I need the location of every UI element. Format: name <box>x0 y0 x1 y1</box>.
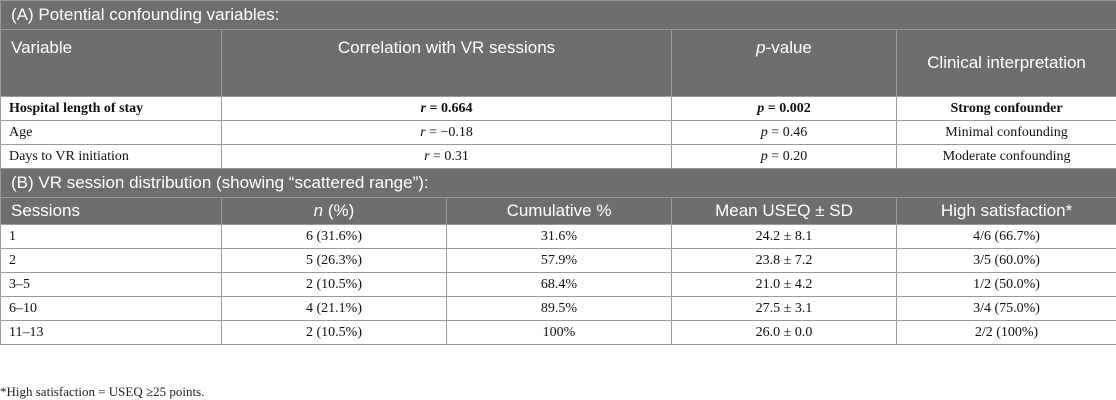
table-row: 11–13 2 (10.5%) 100% 26.0 ± 0.0 2/2 (100… <box>0 320 1116 345</box>
cell-n: 2 (10.5%) <box>221 320 447 345</box>
cell-correlation: r = 0.664 <box>221 96 672 121</box>
cell-n: 6 (31.6%) <box>221 224 447 249</box>
header-p-italic: p <box>756 38 766 57</box>
p-label: p <box>760 124 768 140</box>
section-b-title: (B) VR session distribution (showing “sc… <box>0 168 1116 198</box>
cell-n: 4 (21.1%) <box>221 296 447 321</box>
header-n-italic: n <box>313 201 324 220</box>
cell-mean: 24.2 ± 8.1 <box>671 224 897 249</box>
cell-variable: Days to VR initiation <box>0 144 222 169</box>
header-variable: Variable <box>0 29 222 97</box>
section-b-header-row: (B) VR session distribution (showing “sc… <box>0 168 1116 198</box>
cell-correlation: r = −0.18 <box>221 120 672 145</box>
cell-cumulative: 31.6% <box>446 224 672 249</box>
cell-interpretation: Minimal confounding <box>895 120 1116 145</box>
table-row: 3–5 2 (10.5%) 68.4% 21.0 ± 4.2 1/2 (50.0… <box>0 272 1116 297</box>
header-p-value: p-value <box>671 29 897 97</box>
cell-high: 4/6 (66.7%) <box>895 224 1116 249</box>
r-value: = −0.18 <box>425 124 473 140</box>
table-container: (A) Potential confounding variables: Var… <box>0 0 1116 345</box>
p-value: = 0.20 <box>767 148 808 164</box>
cell-mean: 21.0 ± 4.2 <box>671 272 897 297</box>
section-a-column-headers: Variable Correlation with VR sessions p-… <box>0 29 1116 97</box>
r-label: r <box>424 148 430 164</box>
cell-mean: 26.0 ± 0.0 <box>671 320 897 345</box>
p-label: p <box>757 100 765 116</box>
cell-variable: Hospital length of stay <box>0 96 222 121</box>
header-sessions: Sessions <box>0 197 222 225</box>
cell-high: 3/5 (60.0%) <box>895 248 1116 273</box>
header-high-satisfaction: High satisfaction* <box>895 197 1116 225</box>
header-cumulative: Cumulative % <box>446 197 672 225</box>
cell-variable: Age <box>0 120 222 145</box>
cell-sessions: 11–13 <box>0 320 222 345</box>
section-a-title: (A) Potential confounding variables: <box>0 0 1116 30</box>
r-label: r <box>420 124 426 140</box>
table-row: 2 5 (26.3%) 57.9% 23.8 ± 7.2 3/5 (60.0%) <box>0 248 1116 273</box>
cell-p-value: p = 0.20 <box>671 144 897 169</box>
table-footnote: *High satisfaction = USEQ ≥25 points. <box>0 384 205 399</box>
cell-mean: 23.8 ± 7.2 <box>671 248 897 273</box>
cell-high: 3/4 (75.0%) <box>895 296 1116 321</box>
cell-cumulative: 89.5% <box>446 296 672 321</box>
header-n-percent: n (%) <box>221 197 447 225</box>
p-value: = 0.002 <box>764 100 811 116</box>
r-label: r <box>420 100 426 116</box>
p-label: p <box>760 148 768 164</box>
header-p-rest: -value <box>765 38 812 57</box>
cell-n: 2 (10.5%) <box>221 272 447 297</box>
cell-p-value: p = 0.002 <box>671 96 897 121</box>
table-row: 1 6 (31.6%) 31.6% 24.2 ± 8.1 4/6 (66.7%) <box>0 224 1116 249</box>
r-value: = 0.664 <box>425 100 473 116</box>
cell-n: 5 (26.3%) <box>221 248 447 273</box>
r-value: = 0.31 <box>429 148 469 164</box>
section-b-column-headers: Sessions n (%) Cumulative % Mean USEQ ± … <box>0 197 1116 225</box>
cell-cumulative: 100% <box>446 320 672 345</box>
section-a-header-row: (A) Potential confounding variables: <box>0 0 1116 30</box>
cell-sessions: 3–5 <box>0 272 222 297</box>
cell-interpretation: Strong confounder <box>895 96 1116 121</box>
cell-sessions: 1 <box>0 224 222 249</box>
cell-cumulative: 68.4% <box>446 272 672 297</box>
p-value: = 0.46 <box>767 124 808 140</box>
cell-sessions: 2 <box>0 248 222 273</box>
table-row: Hospital length of stay r = 0.664 p = 0.… <box>0 96 1116 121</box>
table-row: Days to VR initiation r = 0.31 p = 0.20 … <box>0 144 1116 169</box>
cell-high: 1/2 (50.0%) <box>895 272 1116 297</box>
cell-sessions: 6–10 <box>0 296 222 321</box>
data-table: (A) Potential confounding variables: Var… <box>0 0 1116 345</box>
cell-high: 2/2 (100%) <box>895 320 1116 345</box>
cell-interpretation: Moderate confounding <box>895 144 1116 169</box>
cell-cumulative: 57.9% <box>446 248 672 273</box>
cell-p-value: p = 0.46 <box>671 120 897 145</box>
header-mean-useq: Mean USEQ ± SD <box>671 197 897 225</box>
table-row: Age r = −0.18 p = 0.46 Minimal confoundi… <box>0 120 1116 145</box>
header-n-rest: (%) <box>323 201 355 220</box>
header-clinical-interpretation: Clinical interpretation <box>895 29 1116 97</box>
table-row: 6–10 4 (21.1%) 89.5% 27.5 ± 3.1 3/4 (75.… <box>0 296 1116 321</box>
header-correlation: Correlation with VR sessions <box>221 29 672 97</box>
cell-mean: 27.5 ± 3.1 <box>671 296 897 321</box>
cell-correlation: r = 0.31 <box>221 144 672 169</box>
